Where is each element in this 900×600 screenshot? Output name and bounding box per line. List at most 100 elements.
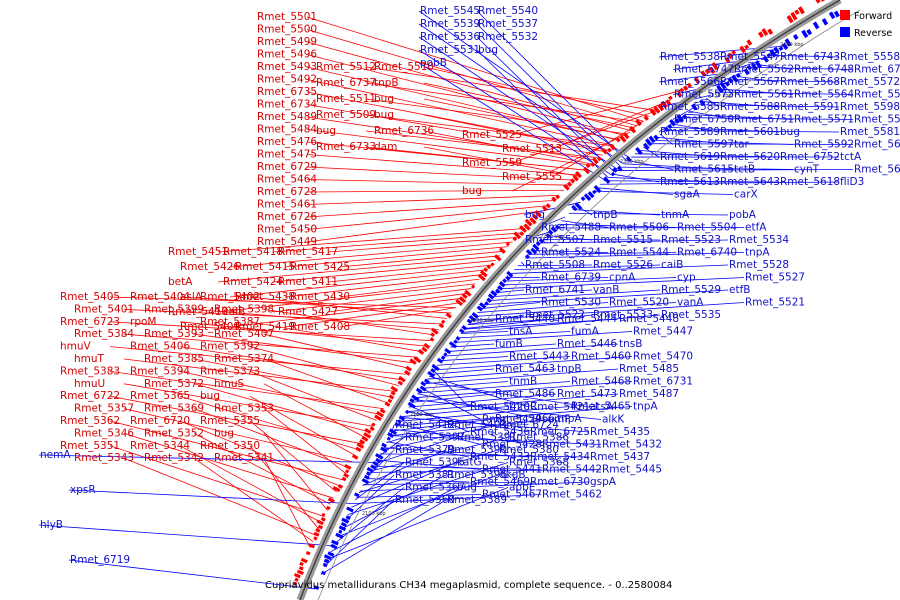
forward-gene — [519, 225, 527, 233]
reverse-gene — [346, 506, 354, 513]
forward-gene — [623, 132, 630, 140]
gene-label: bug — [316, 125, 336, 137]
gene-label: atsA — [590, 401, 614, 413]
gene-label: rpoM — [130, 316, 156, 328]
forward-gene — [341, 476, 347, 482]
gene-label: Rmet_5501 — [257, 11, 317, 23]
gene-label: gspA — [590, 476, 617, 488]
gene-label: Rmet_6749 — [854, 64, 900, 76]
gene-label: Rmet_5526 — [593, 259, 653, 271]
reverse-gene — [484, 301, 489, 306]
forward-gene — [371, 422, 376, 427]
reverse-gene — [419, 385, 427, 392]
reverse-gene — [812, 21, 820, 30]
label-connector — [249, 296, 448, 319]
label-connector — [369, 469, 602, 473]
label-connector — [396, 406, 633, 427]
gene-label: Rmet_5367 — [405, 482, 465, 494]
forward-gene — [490, 262, 495, 267]
label-connector — [263, 408, 347, 475]
gene-label: Rmet_5399 — [144, 303, 204, 315]
gene-label: Rmet_5368 — [509, 457, 569, 469]
gene-label: Rmet_5403 — [447, 419, 507, 431]
reverse-gene — [327, 551, 335, 557]
label-connector — [424, 368, 619, 385]
label-connector — [306, 129, 592, 166]
gene-label: betA — [168, 276, 193, 288]
gene-label: bug — [374, 109, 394, 121]
gene-label: Rmet_6725 — [530, 426, 590, 438]
forward-gene — [724, 56, 731, 64]
gene-label: Rmet_5506 — [609, 222, 669, 234]
forward-gene — [757, 31, 764, 38]
reverse-gene — [381, 442, 387, 448]
gene-label: Rmet_5392 — [200, 341, 260, 353]
gene-label: Rmet_5401 — [74, 303, 134, 315]
reverse-gene — [580, 196, 586, 202]
gene-label: Rmet_6719 — [70, 554, 130, 566]
reverse-gene — [323, 558, 330, 564]
label-connector — [387, 441, 470, 458]
label-connector — [635, 153, 780, 158]
gene-label: Rmet_5536 — [420, 31, 480, 43]
forward-gene — [351, 454, 359, 460]
gene-label: Rmet_6736 — [374, 125, 434, 137]
reverse-gene — [754, 60, 762, 69]
gene-label: Rmet_5533 — [593, 309, 653, 321]
gene-label: tnmC — [509, 401, 537, 413]
reverse-gene — [762, 55, 770, 63]
label-connector — [517, 264, 593, 267]
gene-label: Rmet_5615 — [674, 164, 734, 176]
label-connector — [306, 205, 549, 230]
gene-label: Rmet_5461 — [257, 199, 317, 211]
label-connector — [284, 246, 509, 268]
gene-label: Rmet_5466 — [495, 413, 555, 425]
forward-gene — [397, 380, 404, 386]
reverse-gene — [583, 193, 592, 202]
gene-label: etfB — [729, 284, 750, 296]
forward-gene — [361, 435, 369, 442]
forward-gene — [693, 77, 701, 85]
gene-label: Rmet_5464 — [257, 174, 317, 186]
gene-label: tnsA — [509, 326, 533, 338]
gene-label: vanB — [593, 284, 620, 296]
reverse-gene — [466, 318, 473, 325]
reverse-gene — [338, 529, 343, 534]
gene-label: Rmet_5404 — [130, 291, 190, 303]
gene-label: Rmet_5620 — [720, 151, 780, 163]
reverse-gene — [610, 171, 616, 177]
forward-gene — [794, 9, 800, 15]
label-connector — [427, 368, 557, 380]
label-connector — [476, 23, 621, 167]
gene-label: Rmet_5558 — [840, 51, 900, 63]
gene-label: Rmet_5545 — [420, 5, 480, 17]
reverse-gene — [603, 176, 611, 184]
label-connector — [418, 10, 631, 159]
reverse-gene — [361, 478, 370, 485]
gene-label: bug — [214, 427, 234, 439]
gene-label: Rmet_5408 — [290, 321, 350, 333]
gene-label: cynT — [794, 164, 820, 176]
label-connector — [461, 314, 661, 333]
label-connector — [615, 169, 854, 171]
forward-gene — [708, 66, 716, 74]
forward-gene — [686, 82, 692, 89]
reverse-gene — [719, 81, 727, 90]
label-connector — [551, 99, 671, 150]
gene-label: Rmet_5384 — [74, 328, 134, 340]
gene-labels: Rmet_5501Rmet_5500Rmet_5499Rmet_5496Rmet… — [40, 5, 900, 566]
label-connector — [306, 194, 559, 205]
gene-label: tctB — [734, 164, 755, 176]
label-connector — [423, 98, 621, 141]
label-connector — [470, 302, 745, 321]
label-connector — [732, 79, 840, 83]
label-connector — [229, 297, 464, 328]
label-connector — [418, 62, 605, 181]
gene-label: Rmet_5592 — [794, 139, 854, 151]
reverse-gene — [667, 123, 673, 130]
gene-label: Rmet_5544 — [609, 247, 669, 259]
gene-label: Rmet_5562 — [734, 64, 794, 76]
label-connector — [423, 146, 580, 177]
label-connector — [639, 149, 720, 158]
gene-label: Rmet_5619 — [660, 151, 720, 163]
